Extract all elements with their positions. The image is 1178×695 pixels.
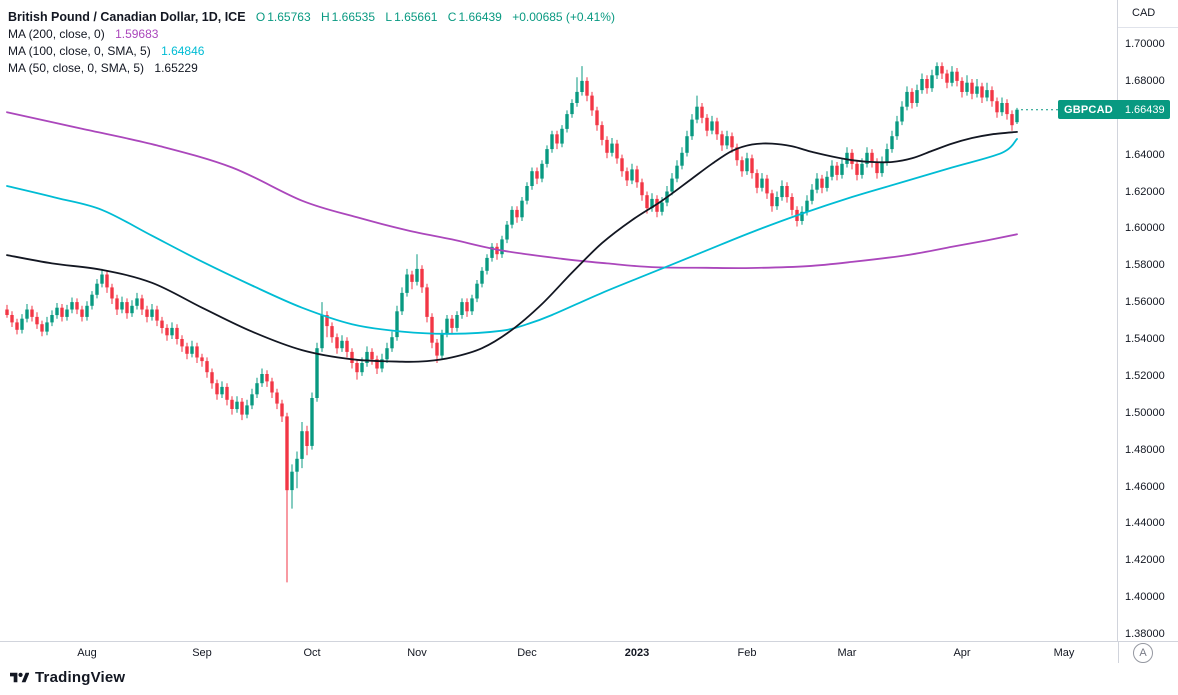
last-price-badge: GBPCAD 1.66439 (1058, 100, 1170, 120)
time-axis-label: Sep (192, 647, 212, 659)
auto-scale-button[interactable]: A (1133, 643, 1153, 663)
high-label: H (320, 10, 330, 24)
price-axis-currency: CAD (1132, 7, 1156, 19)
time-axis-label: 2023 (624, 647, 650, 659)
price-axis[interactable]: CAD 1.70000 1.68000 1.64000 1.62000 1.60000 1… (1117, 0, 1178, 641)
price-axis-label: 1.40000 (1125, 591, 1165, 604)
legend: British Pound / Canadian Dollar, 1D, ICE… (8, 9, 617, 77)
change-value: +0.00685 (+0.41%) (512, 10, 615, 24)
price-axis-label: 1.52000 (1125, 369, 1165, 382)
ma100-label: MA (100, close, 0, SMA, 5) (8, 44, 151, 58)
ma50-label: MA (50, close, 0, SMA, 5) (8, 61, 145, 75)
time-axis-label: Oct (303, 647, 321, 659)
tradingview-logomark (10, 672, 29, 682)
price-axis-label: 1.50000 (1125, 406, 1165, 419)
tradingview-logo[interactable]: TradingView (10, 669, 125, 686)
time-axis-label: Nov (407, 647, 427, 659)
axis-corner: A (1118, 641, 1178, 663)
footer-bar: TradingView (0, 663, 1178, 695)
low-label: L (385, 10, 393, 24)
indicator-row-ma200[interactable]: MA (200, close, 0) 1.59683 (8, 26, 617, 43)
close-value: 1.66439 (458, 10, 502, 24)
time-axis-label: Feb (737, 647, 757, 659)
price-axis-label: 1.58000 (1125, 259, 1165, 272)
indicator-row-ma100[interactable]: MA (100, close, 0, SMA, 5) 1.64846 (8, 43, 617, 60)
indicator-row-ma50[interactable]: MA (50, close, 0, SMA, 5) 1.65229 (8, 60, 617, 77)
open-value: 1.65763 (267, 10, 311, 24)
candlestick-chart[interactable] (0, 0, 1118, 641)
price-axis-label: 1.70000 (1125, 38, 1165, 50)
price-axis-label: 1.56000 (1125, 296, 1165, 309)
time-axis-label: Mar (837, 647, 857, 659)
price-axis-label: 1.62000 (1125, 185, 1165, 198)
price-axis-divider (1118, 27, 1178, 28)
low-value: 1.65661 (394, 10, 438, 24)
symbol-title[interactable]: British Pound / Canadian Dollar, 1D, ICE (8, 10, 246, 24)
ohlc-values: O 1.65763 H 1.66535 L 1.65661 C 1.66439 +0.0… (256, 10, 617, 24)
time-axis[interactable]: Aug Sep Oct Nov Dec 2023 Feb Mar Apr May (0, 641, 1118, 664)
price-axis-label: 1.64000 (1125, 148, 1165, 161)
price-axis-label: 1.42000 (1125, 554, 1165, 567)
time-axis-label: Aug (77, 647, 97, 659)
badge-price: 1.66439 (1124, 103, 1165, 116)
high-value: 1.66535 (331, 10, 376, 24)
price-axis-label: 1.54000 (1125, 333, 1165, 345)
tradingview-brand-text: TradingView (35, 669, 126, 686)
ma200-value: 1.59683 (115, 27, 159, 41)
symbol-legend-row[interactable]: British Pound / Canadian Dollar, 1D, ICE… (8, 9, 617, 26)
price-axis-label: 1.60000 (1125, 222, 1165, 235)
price-axis-label: 1.68000 (1125, 74, 1165, 87)
price-axis-label: 1.38000 (1125, 628, 1165, 640)
ma200-label: MA (200, close, 0) (8, 27, 105, 41)
price-axis-label: 1.46000 (1125, 480, 1165, 493)
price-axis-label: 1.48000 (1125, 443, 1165, 456)
time-axis-label: Dec (517, 647, 537, 659)
ma100-value: 1.64846 (161, 44, 205, 58)
open-label: O (255, 10, 266, 24)
price-axis-label: 1.44000 (1125, 517, 1165, 530)
chart-canvas[interactable] (0, 0, 1118, 641)
time-axis-label: May (1053, 647, 1075, 659)
time-axis-label: Apr (953, 647, 971, 659)
badge-symbol: GBPCAD (1064, 103, 1113, 116)
ma50-value: 1.65229 (154, 61, 198, 75)
close-label: C (447, 10, 457, 24)
